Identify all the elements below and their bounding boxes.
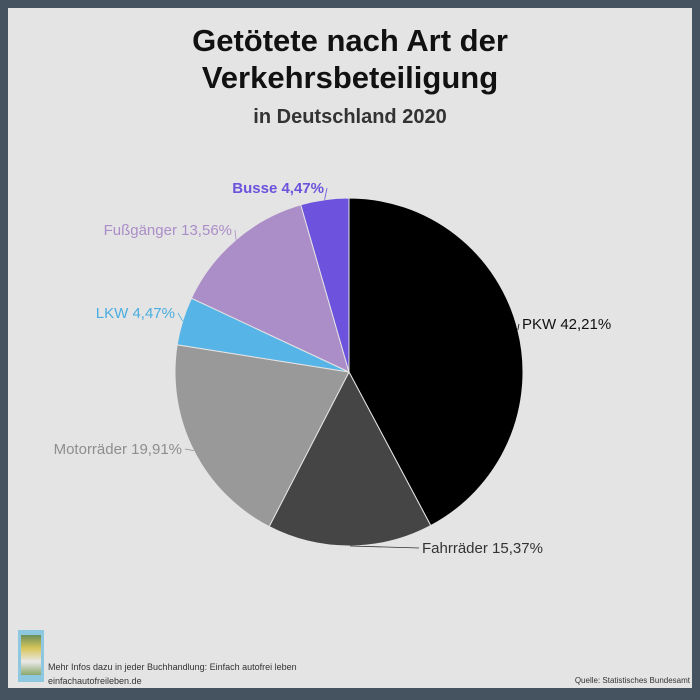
data-label-pkw: PKW 42,21%	[522, 316, 611, 333]
pie-slice-busse	[300, 197, 350, 373]
book-cover-image	[18, 630, 44, 682]
pie-slice-pkw	[348, 197, 524, 527]
footer-source: Quelle: Statistisches Bundesamt	[574, 676, 690, 685]
leader-line-fahrräder	[350, 545, 420, 549]
leader-line-motorräder	[184, 448, 194, 451]
leader-line-pkw	[517, 323, 520, 330]
data-label-lkw: LKW 4,47%	[96, 305, 175, 322]
footer-url[interactable]: einfachautofreileben.de	[48, 676, 142, 686]
data-label-fahrräder: Fahrräder 15,37%	[422, 540, 543, 557]
title-line-2: Verkehrsbeteiligung	[201, 60, 499, 95]
chart-subtitle: in Deutschland 2020	[253, 106, 447, 128]
chart-title: Getötete nach Art der Verkehrsbeteiligun…	[0, 22, 700, 96]
footer-info: Mehr Infos dazu in jeder Buchhandlung: E…	[48, 662, 297, 672]
data-label-motorräder: Motorräder 19,91%	[54, 441, 182, 458]
pie-slice-fahrräder	[268, 370, 432, 547]
leader-line-lkw	[177, 312, 183, 322]
data-label-busse: Busse 4,47%	[232, 180, 324, 197]
data-label-fußgänger: Fußgänger 13,56%	[104, 222, 232, 239]
title-line-1: Getötete nach Art der	[192, 23, 508, 58]
leader-line-fußgänger	[234, 229, 237, 240]
leader-line-busse	[324, 187, 328, 200]
